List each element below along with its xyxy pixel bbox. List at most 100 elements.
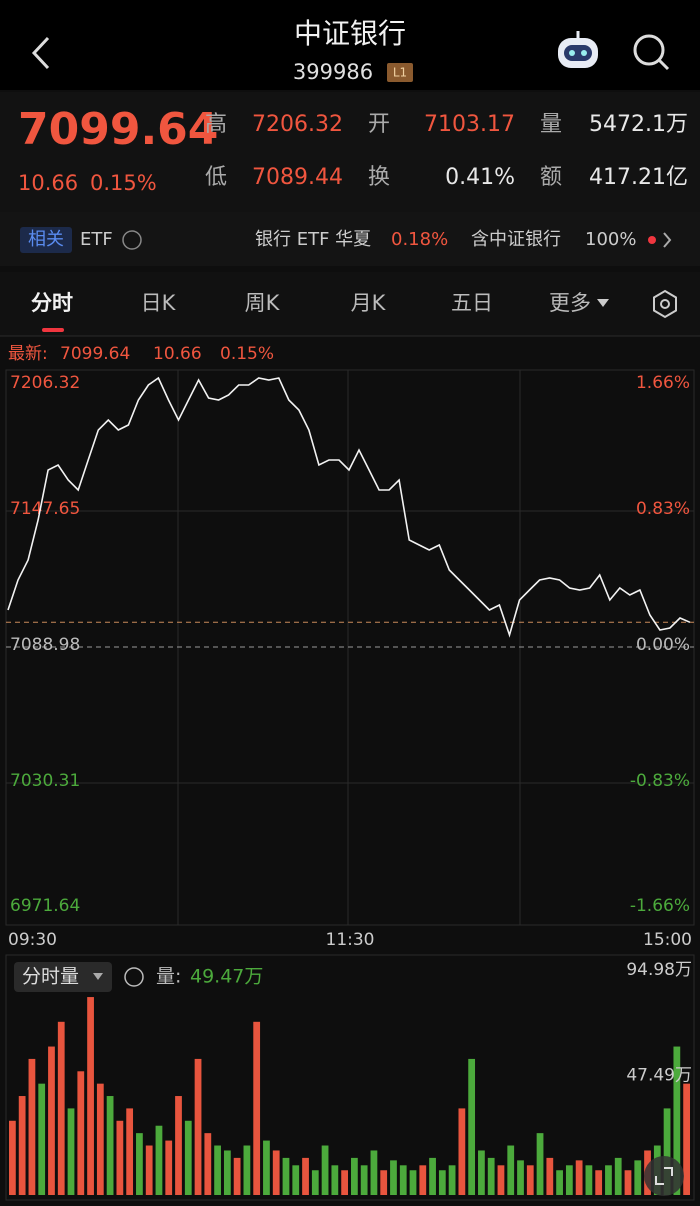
volume-bar [243,1145,251,1195]
volume-bar [478,1150,485,1195]
selector-caret [93,973,103,980]
volume-bar [595,1170,603,1195]
volume-bar [57,1021,65,1195]
y-tick-label: 7088.98 [10,635,80,655]
y2-tick-label: 1.66% [636,373,690,393]
volume-bar [96,1083,104,1195]
volume-bar [663,1108,671,1195]
tab[interactable]: 五日 [451,291,493,315]
volume-bar [194,1058,202,1195]
etf-tag-bg [20,227,72,253]
volume-bar [184,1120,192,1195]
search-icon[interactable] [633,34,670,71]
volume-bar [28,1058,36,1195]
volume-bar [155,1125,163,1195]
volume-bar [380,1170,388,1195]
volume-bar [253,1021,261,1195]
chart-bg [0,338,700,954]
holding-label: 含中证银行 [471,229,561,250]
change: 10.66 [18,171,78,195]
volume-bar [67,1108,75,1195]
fullscreen-icon [655,1167,673,1185]
volume-bar [673,1046,681,1195]
volume-bar [634,1160,642,1195]
volume-bar [233,1157,241,1195]
robot-icon[interactable] [558,31,598,68]
volume-bar [536,1133,544,1195]
volume-bar [458,1108,466,1195]
volume-bar [87,997,94,1195]
volume-bar [351,1157,358,1195]
volume-bar [438,1170,446,1195]
stat-value: 0.41% [445,165,515,190]
etf-fund: 银行 ETF 华夏 [255,229,371,250]
badge: L1 [393,66,407,80]
y2-tick-label: 0.83% [636,499,690,519]
tab[interactable]: 更多 [549,291,591,315]
quote-panel [0,92,700,212]
help-icon [124,967,144,987]
tab[interactable]: 月K [351,291,387,315]
volume-bar [556,1170,563,1195]
etf-label: ETF [80,229,113,250]
volume-bar [419,1165,427,1195]
stat-value: 7206.32 [252,112,343,137]
volume-bar [106,1096,114,1195]
stat-label: 额 [540,165,562,190]
volume-bar [370,1150,378,1195]
etf-tag: 相关 [28,229,64,250]
tab[interactable]: 周K [245,291,281,315]
settings-icon[interactable] [653,289,677,319]
volume-bar [507,1145,515,1195]
y-tick-label: 7030.31 [10,771,80,791]
volume-bar [429,1157,436,1195]
volume-bar [390,1160,397,1195]
holding: 100% [585,229,636,250]
volume-bar [341,1170,348,1195]
etf-row[interactable] [0,212,700,266]
latest-price: 7099.64 [60,344,130,364]
stat-label: 高 [205,112,227,137]
volume-bar [331,1165,339,1195]
fullscreen-button[interactable] [644,1156,684,1196]
tab[interactable]: 日K [141,291,177,315]
y2-tick-label: -1.66% [630,896,690,916]
more-caret [597,299,609,307]
volume-bar [565,1165,573,1195]
x-tick-label: 11:30 [326,930,375,950]
tab[interactable]: 分时 [31,291,73,315]
stat-label: 量 [540,112,562,137]
back-button[interactable] [31,36,50,70]
volume-bar [48,1046,55,1195]
stat-label: 低 [205,165,227,190]
volume-bar [526,1165,534,1195]
volume-bar [321,1145,329,1195]
help-icon[interactable] [122,230,142,250]
volume-bar [487,1157,495,1195]
volume-bar [497,1165,505,1195]
y-tick-label: 7147.65 [10,499,80,519]
code: 399986 [293,60,373,84]
volume-bar [145,1145,153,1195]
selector-bg[interactable] [14,962,112,992]
vol-label: 量: [156,966,181,988]
stat-label: 换 [368,165,390,190]
volume-bar [18,1096,26,1195]
y-tick-label: 7206.32 [10,373,80,393]
stat-label: 开 [368,112,390,137]
volume-bar [9,1120,16,1195]
volume-bar [272,1150,280,1195]
chevron [663,232,672,248]
etf-fund-change: 0.18% [391,229,448,250]
volume-bar [126,1108,134,1195]
volume-bar [585,1165,593,1195]
stat-value: 7089.44 [252,165,343,190]
dot [648,236,656,244]
badge-bg [387,63,413,82]
tab-bar [0,272,700,336]
stat-value: 417.21亿 [589,165,688,190]
volume-bar [546,1157,554,1195]
volume-bar [399,1165,407,1195]
volume-bar [624,1170,632,1195]
vol-value: 49.47万 [190,966,263,988]
